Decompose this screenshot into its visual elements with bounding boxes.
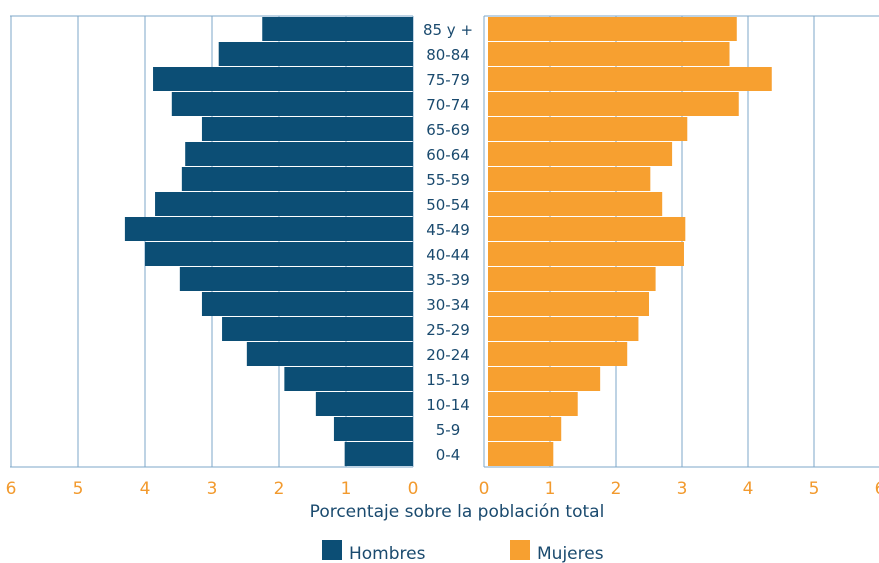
bar-mujeres-5-9 — [488, 417, 562, 441]
bars-mujeres — [488, 17, 772, 466]
x-tick-label-right: 2 — [611, 479, 622, 499]
bar-hombres-10-14 — [315, 392, 413, 416]
x-tick-label-right: 6 — [875, 479, 879, 499]
age-label: 20-24 — [426, 346, 470, 364]
bar-hombres-80-84 — [218, 42, 413, 66]
bar-mujeres-15-19 — [488, 367, 601, 391]
bar-mujeres-40-44 — [488, 242, 684, 266]
age-label: 10-14 — [426, 396, 470, 414]
bar-mujeres-60-64 — [488, 142, 673, 166]
x-ticks-right: 0 1 2 3 4 5 6 — [479, 479, 879, 499]
age-label: 60-64 — [426, 146, 470, 164]
legend-swatch-hombres — [322, 540, 342, 560]
age-label: 80-84 — [426, 46, 470, 64]
bar-hombres-85y+ — [262, 17, 413, 41]
bar-hombres-40-44 — [145, 242, 413, 266]
age-label: 45-49 — [426, 221, 470, 239]
bar-mujeres-20-24 — [488, 342, 628, 366]
bar-hombres-60-64 — [185, 142, 413, 166]
legend: Hombres Mujeres — [322, 540, 604, 563]
age-label: 30-34 — [426, 296, 470, 314]
bar-hombres-70-74 — [171, 92, 413, 116]
bar-mujeres-30-34 — [488, 292, 649, 316]
bar-hombres-20-24 — [246, 342, 413, 366]
x-tick-label-left: 1 — [341, 479, 352, 499]
bar-mujeres-10-14 — [488, 392, 578, 416]
age-label: 40-44 — [426, 246, 470, 264]
legend-label-mujeres: Mujeres — [537, 544, 604, 563]
x-tick-label-left: 4 — [140, 479, 151, 499]
x-tick-label-right: 1 — [545, 479, 556, 499]
age-label: 15-19 — [426, 371, 470, 389]
bar-mujeres-55-59 — [488, 167, 651, 191]
bar-mujeres-80-84 — [488, 42, 730, 66]
bar-mujeres-35-39 — [488, 267, 656, 291]
x-tick-label-right: 4 — [743, 479, 754, 499]
bar-hombres-0-4 — [344, 442, 413, 466]
age-label: 75-79 — [426, 71, 470, 89]
bars-hombres — [124, 17, 414, 466]
age-label: 25-29 — [426, 321, 470, 339]
x-tick-label-right: 0 — [479, 479, 490, 499]
grid-left — [10, 15, 414, 468]
age-label: 0-4 — [436, 446, 461, 464]
bar-hombres-75-79 — [153, 67, 414, 91]
x-tick-label-left: 2 — [274, 479, 285, 499]
bar-hombres-35-39 — [179, 267, 413, 291]
x-tick-label-right: 3 — [677, 479, 688, 499]
legend-label-hombres: Hombres — [349, 544, 426, 563]
bar-hombres-50-54 — [155, 192, 414, 216]
bar-hombres-15-19 — [284, 367, 413, 391]
age-label: 50-54 — [426, 196, 470, 214]
legend-swatch-mujeres — [510, 540, 530, 560]
age-label: 65-69 — [426, 121, 470, 139]
bar-mujeres-65-69 — [488, 117, 688, 141]
x-tick-label-left: 6 — [6, 479, 17, 499]
bar-hombres-25-29 — [222, 317, 413, 341]
age-labels: 0-4 5-9 10-14 15-19 20-24 25-29 30-34 35-39 40-4… — [423, 21, 473, 464]
age-label: 35-39 — [426, 271, 470, 289]
x-tick-label-right: 5 — [809, 479, 820, 499]
age-label: 55-59 — [426, 171, 470, 189]
age-label: 70-74 — [426, 96, 470, 114]
x-tick-label-left: 5 — [73, 479, 84, 499]
bar-mujeres-85y+ — [488, 17, 737, 41]
bar-mujeres-0-4 — [488, 442, 554, 466]
bar-hombres-5-9 — [333, 417, 413, 441]
x-axis-label: Porcentaje sobre la población total — [310, 502, 605, 522]
age-label: 85 y + — [423, 21, 473, 39]
x-ticks-left: 0 1 2 3 4 5 6 — [6, 479, 419, 499]
x-tick-label-left: 0 — [408, 479, 419, 499]
x-tick-label-left: 3 — [207, 479, 218, 499]
bar-mujeres-70-74 — [488, 92, 739, 116]
bar-mujeres-25-29 — [488, 317, 639, 341]
bar-mujeres-50-54 — [488, 192, 663, 216]
bar-hombres-45-49 — [124, 217, 414, 241]
bar-hombres-55-59 — [181, 167, 413, 191]
bar-mujeres-45-49 — [488, 217, 686, 241]
bar-mujeres-75-79 — [488, 67, 772, 91]
grid-right — [483, 15, 879, 468]
bar-hombres-65-69 — [201, 117, 413, 141]
age-label: 5-9 — [436, 421, 461, 439]
bar-hombres-30-34 — [201, 292, 413, 316]
